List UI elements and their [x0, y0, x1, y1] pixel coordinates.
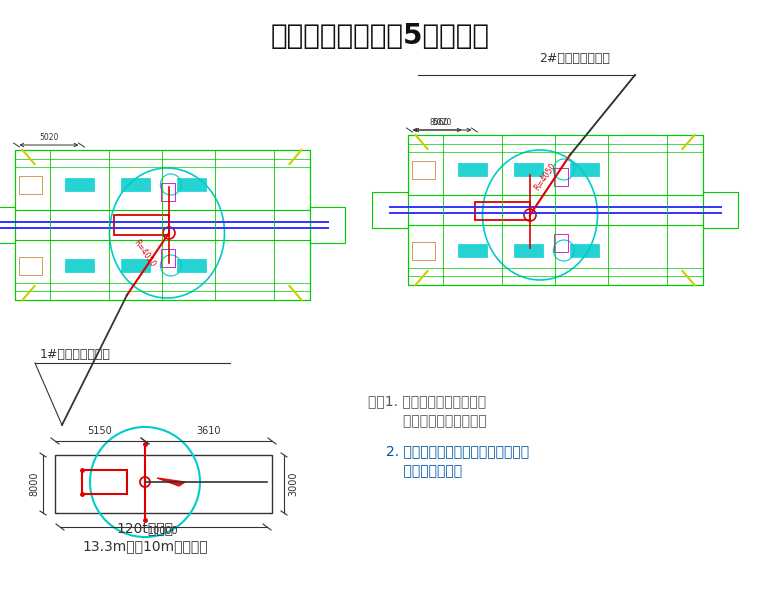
- Text: 2#热镀锌机组锌锅: 2#热镀锌机组锌锅: [540, 52, 610, 65]
- Bar: [309, 207, 345, 243]
- Text: 5150: 5150: [87, 426, 112, 436]
- Bar: [65, 259, 94, 272]
- Text: R=4050: R=4050: [131, 238, 157, 269]
- Bar: [18, 175, 42, 194]
- Text: 全为实心基础。: 全为实心基础。: [386, 464, 462, 478]
- Bar: [18, 257, 42, 275]
- Bar: [407, 225, 702, 285]
- Bar: [114, 215, 169, 235]
- Bar: [121, 259, 150, 272]
- Text: 吊装平面图（锌锅5片供货）: 吊装平面图（锌锅5片供货）: [271, 22, 489, 50]
- Text: 10000: 10000: [148, 526, 179, 536]
- Bar: [458, 163, 487, 176]
- Bar: [14, 150, 309, 210]
- Bar: [121, 178, 150, 191]
- Bar: [514, 163, 543, 176]
- Text: 3610: 3610: [196, 426, 220, 436]
- Bar: [160, 249, 176, 267]
- Bar: [553, 234, 568, 252]
- Bar: [82, 470, 127, 494]
- Bar: [411, 242, 435, 260]
- Bar: [65, 178, 94, 191]
- Text: R=4050: R=4050: [532, 161, 558, 192]
- Text: 120t汽车吊: 120t汽车吊: [116, 521, 173, 535]
- Bar: [570, 163, 599, 176]
- Bar: [514, 244, 543, 257]
- Bar: [407, 135, 702, 285]
- Bar: [14, 150, 309, 300]
- Bar: [702, 192, 738, 228]
- Text: 注：1. 出车行走道路需回填、: 注：1. 出车行走道路需回填、: [368, 394, 486, 408]
- Text: 夯实、面层施工完成；: 夯实、面层施工完成；: [368, 414, 486, 428]
- Text: 5020: 5020: [432, 118, 451, 127]
- Bar: [372, 192, 407, 228]
- Bar: [570, 244, 599, 257]
- Bar: [160, 183, 176, 201]
- Bar: [553, 168, 568, 186]
- Bar: [14, 240, 309, 300]
- Text: 2. 吊车走行路线上，无地下室孔洞，: 2. 吊车走行路线上，无地下室孔洞，: [386, 444, 529, 458]
- Text: 13.3m杆，10m作业半径: 13.3m杆，10m作业半径: [82, 539, 207, 553]
- Bar: [177, 259, 206, 272]
- Text: 5020: 5020: [40, 133, 59, 142]
- Text: 8000: 8000: [29, 472, 39, 496]
- Bar: [411, 160, 435, 178]
- Text: 3000: 3000: [288, 472, 298, 496]
- Text: 1#热镀锌机组锌锅: 1#热镀锌机组锌锅: [40, 348, 111, 361]
- Bar: [407, 135, 702, 195]
- Bar: [55, 455, 272, 513]
- Polygon shape: [157, 478, 185, 486]
- Bar: [177, 178, 206, 191]
- Bar: [475, 202, 530, 220]
- Text: 8060: 8060: [430, 118, 449, 127]
- Bar: [0, 207, 14, 243]
- Bar: [458, 244, 487, 257]
